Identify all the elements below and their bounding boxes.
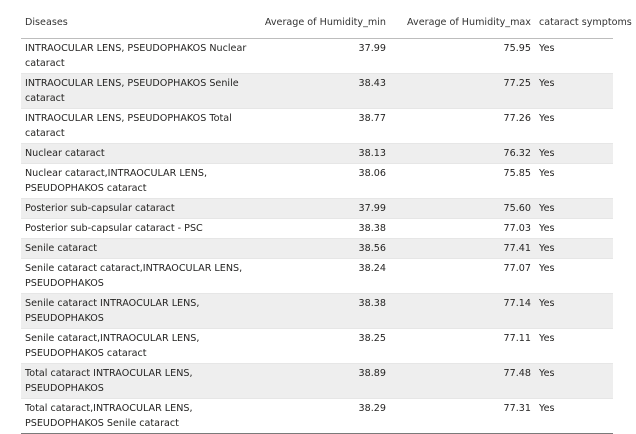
- table-row[interactable]: Nuclear cataract 38.13 76.32 Yes: [21, 143, 613, 164]
- disease-cell: INTRAOCULAR LENS, PSEUDOPHAKOS Nuclear c…: [21, 38, 254, 74]
- table-row[interactable]: Total cataract INTRAOCULAR LENS, PSEUDOP…: [21, 363, 613, 399]
- disease-text: Total cataract INTRAOCULAR LENS, PSEUDOP…: [25, 368, 193, 394]
- disease-cell: Posterior sub-capsular cataract: [21, 198, 254, 219]
- humidity-max-cell: 75.95: [390, 38, 535, 74]
- disease-cell: Posterior sub-capsular cataract - PSC: [21, 218, 254, 239]
- table-row[interactable]: Nuclear cataract,INTRAOCULAR LENS, PSEUD…: [21, 163, 613, 199]
- humidity-max-cell: 76.32: [390, 143, 535, 164]
- column-header-humidity-min[interactable]: Average of Humidity_min: [254, 12, 390, 39]
- cataract-symptoms-cell: Yes: [535, 163, 613, 199]
- cataract-symptoms-cell: Yes: [535, 293, 613, 329]
- table-row[interactable]: INTRAOCULAR LENS, PSEUDOPHAKOS Nuclear c…: [21, 38, 613, 74]
- humidity-min-cell: 37.99: [254, 198, 390, 219]
- table-body: INTRAOCULAR LENS, PSEUDOPHAKOS Nuclear c…: [21, 38, 613, 434]
- table-row[interactable]: INTRAOCULAR LENS, PSEUDOPHAKOS Senile ca…: [21, 73, 613, 109]
- cataract-symptoms-cell: Yes: [535, 363, 613, 399]
- column-header-humidity-max[interactable]: Average of Humidity_max: [390, 12, 535, 39]
- cataract-symptoms-cell: Yes: [535, 108, 613, 144]
- disease-text: Senile cataract INTRAOCULAR LENS, PSEUDO…: [25, 298, 200, 324]
- humidity-min-cell: 38.38: [254, 293, 390, 329]
- cataract-symptoms-cell: Yes: [535, 218, 613, 239]
- table-row[interactable]: INTRAOCULAR LENS, PSEUDOPHAKOS Total cat…: [21, 108, 613, 144]
- table-row[interactable]: Senile cataract,INTRAOCULAR LENS, PSEUDO…: [21, 328, 613, 364]
- disease-text: Nuclear cataract,INTRAOCULAR LENS, PSEUD…: [25, 168, 208, 194]
- table-row[interactable]: Total cataract,INTRAOCULAR LENS, PSEUDOP…: [21, 398, 613, 434]
- disease-humidity-table-visual: Diseases Average of Humidity_min Average…: [21, 12, 632, 434]
- disease-cell: INTRAOCULAR LENS, PSEUDOPHAKOS Senile ca…: [21, 73, 254, 109]
- data-table: Diseases Average of Humidity_min Average…: [21, 12, 632, 434]
- disease-cell: Total cataract,INTRAOCULAR LENS, PSEUDOP…: [21, 398, 254, 434]
- cataract-symptoms-cell: Yes: [535, 143, 613, 164]
- humidity-min-cell: 38.43: [254, 73, 390, 109]
- cataract-symptoms-cell: Yes: [535, 73, 613, 109]
- humidity-min-cell: 38.25: [254, 328, 390, 364]
- cataract-symptoms-cell: Yes: [535, 38, 613, 74]
- table-row[interactable]: Posterior sub-capsular cataract - PSC 38…: [21, 218, 613, 239]
- cataract-symptoms-cell: Yes: [535, 258, 613, 294]
- humidity-max-cell: 77.07: [390, 258, 535, 294]
- table-row[interactable]: Posterior sub-capsular cataract 37.99 75…: [21, 198, 613, 219]
- humidity-min-cell: 38.29: [254, 398, 390, 434]
- disease-cell: Senile cataract INTRAOCULAR LENS, PSEUDO…: [21, 293, 254, 329]
- disease-cell: Senile cataract: [21, 238, 254, 259]
- cataract-symptoms-cell: Yes: [535, 198, 613, 219]
- humidity-min-cell: 38.06: [254, 163, 390, 199]
- disease-cell: Total cataract INTRAOCULAR LENS, PSEUDOP…: [21, 363, 254, 399]
- disease-cell: Senile cataract cataract,INTRAOCULAR LEN…: [21, 258, 254, 294]
- cataract-symptoms-cell: Yes: [535, 238, 613, 259]
- table-row[interactable]: Senile cataract INTRAOCULAR LENS, PSEUDO…: [21, 293, 613, 329]
- disease-text: INTRAOCULAR LENS, PSEUDOPHAKOS Nuclear c…: [25, 43, 247, 69]
- humidity-min-cell: 38.38: [254, 218, 390, 239]
- cataract-symptoms-cell: Yes: [535, 328, 613, 364]
- humidity-max-cell: 75.85: [390, 163, 535, 199]
- humidity-min-cell: 38.89: [254, 363, 390, 399]
- disease-text: Senile cataract,INTRAOCULAR LENS, PSEUDO…: [25, 333, 200, 359]
- humidity-max-cell: 75.60: [390, 198, 535, 219]
- disease-text: INTRAOCULAR LENS, PSEUDOPHAKOS Total cat…: [25, 113, 232, 139]
- humidity-max-cell: 77.48: [390, 363, 535, 399]
- humidity-max-cell: 77.14: [390, 293, 535, 329]
- disease-text: INTRAOCULAR LENS, PSEUDOPHAKOS Senile ca…: [25, 78, 239, 104]
- column-header-diseases[interactable]: Diseases: [21, 12, 254, 39]
- humidity-max-cell: 77.26: [390, 108, 535, 144]
- humidity-max-cell: 77.25: [390, 73, 535, 109]
- humidity-max-cell: 77.03: [390, 218, 535, 239]
- disease-cell: Nuclear cataract,INTRAOCULAR LENS, PSEUD…: [21, 163, 254, 199]
- table-row[interactable]: Senile cataract cataract,INTRAOCULAR LEN…: [21, 258, 613, 294]
- humidity-max-cell: 77.31: [390, 398, 535, 434]
- disease-cell: Senile cataract,INTRAOCULAR LENS, PSEUDO…: [21, 328, 254, 364]
- cataract-symptoms-cell: Yes: [535, 398, 613, 434]
- disease-cell: INTRAOCULAR LENS, PSEUDOPHAKOS Total cat…: [21, 108, 254, 144]
- disease-text: Senile cataract cataract,INTRAOCULAR LEN…: [25, 263, 243, 289]
- column-header-cataract-symptoms[interactable]: cataract symptoms: [535, 12, 632, 39]
- disease-text: Posterior sub-capsular cataract: [25, 203, 175, 214]
- humidity-max-cell: 77.11: [390, 328, 535, 364]
- disease-text: Nuclear cataract: [25, 148, 105, 159]
- humidity-min-cell: 37.99: [254, 38, 390, 74]
- humidity-max-cell: 77.41: [390, 238, 535, 259]
- disease-text: Posterior sub-capsular cataract - PSC: [25, 223, 203, 234]
- table-row[interactable]: Senile cataract 38.56 77.41 Yes: [21, 238, 613, 259]
- disease-text: Total cataract,INTRAOCULAR LENS, PSEUDOP…: [25, 403, 193, 429]
- disease-cell: Nuclear cataract: [21, 143, 254, 164]
- disease-text: Senile cataract: [25, 243, 98, 254]
- table-header: Diseases Average of Humidity_min Average…: [21, 12, 632, 39]
- humidity-min-cell: 38.24: [254, 258, 390, 294]
- humidity-min-cell: 38.56: [254, 238, 390, 259]
- humidity-min-cell: 38.13: [254, 143, 390, 164]
- humidity-min-cell: 38.77: [254, 108, 390, 144]
- header-row: Diseases Average of Humidity_min Average…: [21, 12, 632, 39]
